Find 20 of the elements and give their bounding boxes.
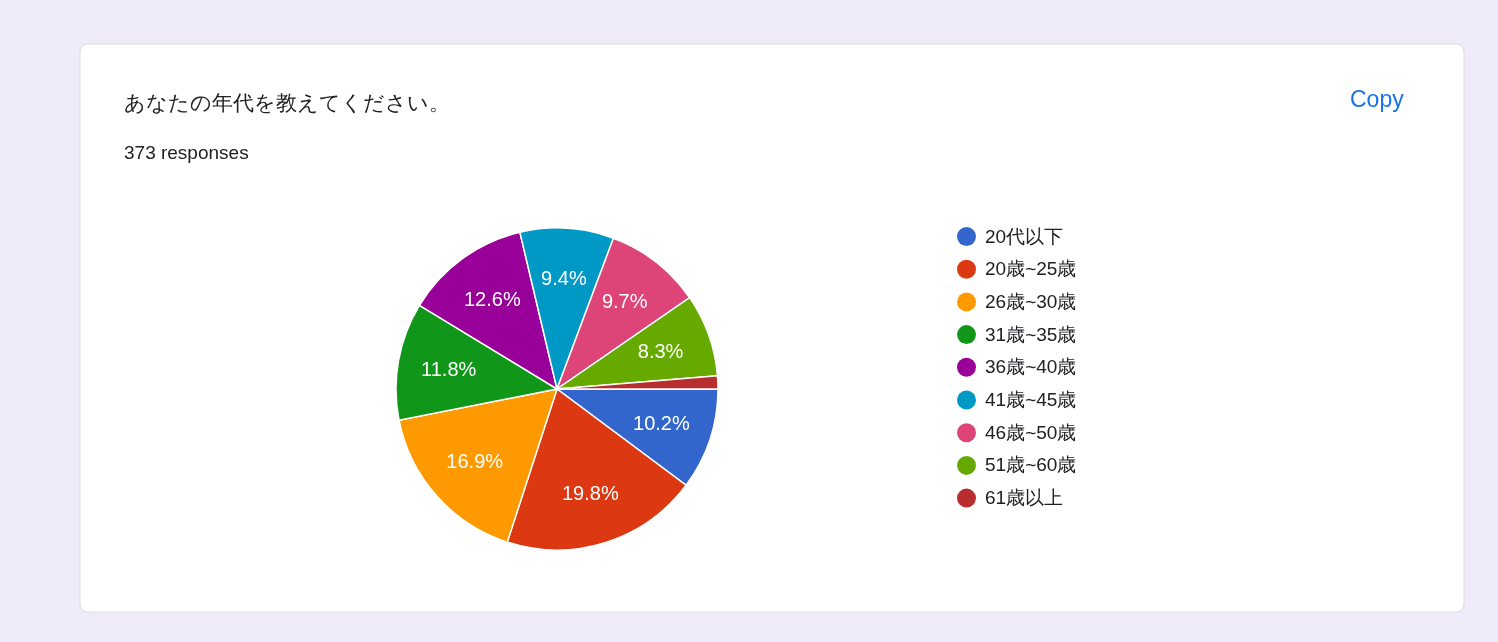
legend-label: 36歳~40歳 xyxy=(985,356,1077,378)
data-label: 8.3% xyxy=(637,340,684,363)
legend-label: 31歳~35歳 xyxy=(985,323,1077,345)
data-label: 9.4% xyxy=(541,267,587,290)
legend-label: 20代以下 xyxy=(985,225,1064,247)
legend-label: 61歳以上 xyxy=(985,487,1064,509)
data-label: 16.9% xyxy=(446,450,504,472)
legend-label: 26歳~30歳 xyxy=(985,290,1077,312)
legend-label: 20歳~25歳 xyxy=(985,258,1077,280)
data-label: 19.8% xyxy=(561,481,619,504)
text: Copy xyxy=(1350,86,1405,112)
text: 373 responses xyxy=(124,142,249,163)
data-label: 9.7% xyxy=(601,290,648,313)
chart-title: あなたの年代を教えてください。 xyxy=(124,91,450,114)
data-label: 12.6% xyxy=(463,288,521,311)
legend-label: 46歳~50歳 xyxy=(985,421,1077,443)
data-label: 10.2% xyxy=(633,411,690,434)
legend-label: 41歳~45歳 xyxy=(985,389,1077,410)
data-label: 11.8% xyxy=(421,357,477,380)
legend-label: 51歳~60歳 xyxy=(985,454,1077,476)
